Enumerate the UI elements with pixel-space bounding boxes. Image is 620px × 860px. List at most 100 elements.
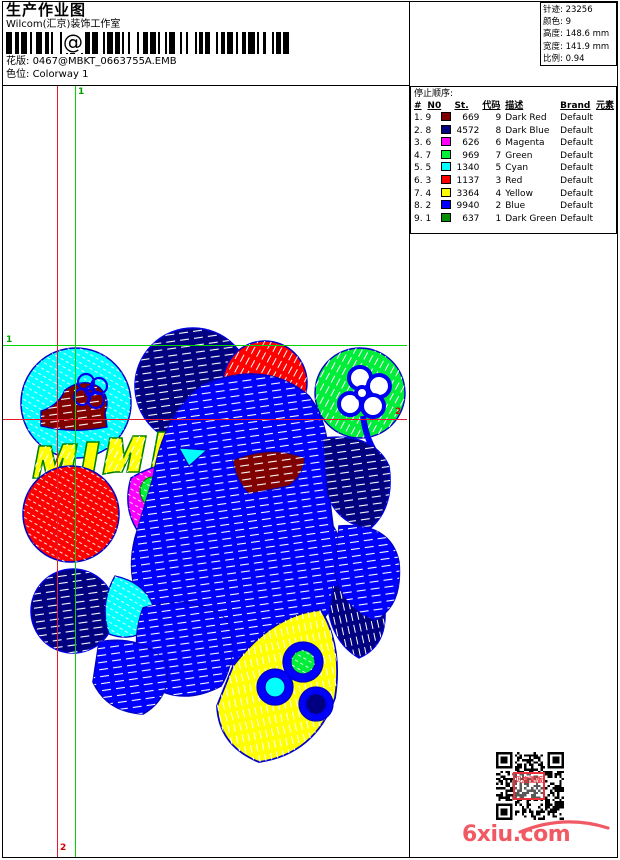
cell-stitches: 1137 xyxy=(456,175,480,186)
colorway-row: 色位: Colorway 1 xyxy=(3,68,407,81)
cell-index: 8. 2 xyxy=(414,201,432,212)
barcode-bar xyxy=(246,32,249,54)
barcode-bar xyxy=(14,32,19,54)
cell-code: 1 xyxy=(495,213,502,224)
col-needle: N0 xyxy=(427,101,442,111)
barcode-bar xyxy=(256,32,260,54)
qr-modules xyxy=(496,752,564,820)
col-stitches: St. xyxy=(454,101,469,111)
guide-horizontal-red xyxy=(3,419,407,420)
color-swatch xyxy=(441,112,452,121)
barcode-bar xyxy=(42,32,45,54)
info-label: 高度: xyxy=(543,29,566,40)
info-value: 9 xyxy=(565,17,571,28)
cell-brand: Default xyxy=(560,125,594,136)
watermark-site-label: 6xiu.com xyxy=(462,822,571,847)
colorway-value: Colorway 1 xyxy=(32,69,89,80)
barcode-bar xyxy=(241,32,247,54)
design-file-label: 花版: xyxy=(6,56,30,67)
info-value: 0.94 xyxy=(565,53,585,64)
barcode-bar xyxy=(128,32,131,54)
motif-small-flower-outline xyxy=(72,372,109,410)
table-row[interactable]: 2. 8 4572 8 Dark Blue Default xyxy=(414,124,614,138)
motif-navy-circle-lower-left xyxy=(30,568,116,654)
cell-code: 4 xyxy=(495,188,502,199)
table-row[interactable]: 6. 3 1137 3 Red Default xyxy=(414,174,614,188)
barcode-bar xyxy=(274,32,277,54)
barcode-bar xyxy=(233,32,236,54)
cell-code: 3 xyxy=(495,175,502,186)
cell-color-swatch xyxy=(441,162,454,175)
barcode-bar xyxy=(203,32,206,54)
table-row[interactable]: 8. 2 9940 2 Blue Default xyxy=(414,200,614,213)
table-row[interactable]: 9. 1 637 1 Dark Green Default xyxy=(414,212,614,226)
cell-description: Dark Green xyxy=(505,213,557,224)
frame-right xyxy=(617,1,618,858)
motif-dark-red-slash xyxy=(232,450,306,495)
cell-code: 2 xyxy=(495,201,502,212)
barcode-bar xyxy=(21,32,28,54)
barcode-bar xyxy=(196,32,200,54)
color-sequence-title: 停止顺序: xyxy=(414,89,454,99)
frame-divider-header xyxy=(2,85,410,86)
cell-extra xyxy=(596,200,614,213)
cell-extra xyxy=(596,213,614,226)
guide-vertical-green xyxy=(75,86,76,857)
barcode-bar xyxy=(119,32,122,54)
barcode-bar xyxy=(121,32,124,54)
table-row[interactable]: 7. 4 3364 4 Yellow Default xyxy=(414,187,614,201)
cell-brand: Default xyxy=(560,163,594,174)
col-extra: 元素 xyxy=(595,101,614,111)
cell-stitches: 1340 xyxy=(456,163,480,174)
barcode-bar xyxy=(218,32,221,54)
cell-description: Dark Blue xyxy=(505,125,550,136)
motif-green-circle-flower xyxy=(314,347,406,454)
table-row[interactable]: 3. 6 626 6 Magenta Default xyxy=(414,137,614,150)
cell-brand: Default xyxy=(560,213,594,224)
barcode-bar xyxy=(188,32,195,54)
design-info-panel: 针迹: 23256 颜色: 9 高度: 148.6 mm 宽度: 141.9 mm 比例… xyxy=(540,2,617,66)
cell-code: 6 xyxy=(495,138,502,149)
cell-color-swatch xyxy=(441,124,454,138)
barcode-bar xyxy=(282,32,290,54)
barcode-at-symbol: @ xyxy=(62,30,84,54)
info-row-3: 宽度: 141.9 mm xyxy=(543,41,614,53)
watermark-block: 贝度图版 6xiu.com xyxy=(458,752,610,852)
embroidery-design xyxy=(20,327,406,763)
guide-label-horizontal-red: 2 xyxy=(395,407,402,417)
barcode-bar xyxy=(59,32,62,54)
table-row[interactable]: 1. 9 669 9 Dark Red Default xyxy=(414,112,614,125)
qr-code-icon xyxy=(496,752,564,820)
info-value: 23256 xyxy=(565,5,593,15)
motif-blue-lower-lobes xyxy=(92,601,233,715)
barcode-bar xyxy=(169,32,176,54)
table-row[interactable]: 4. 7 969 7 Green Default xyxy=(414,149,614,163)
barcode-bar xyxy=(51,32,54,54)
barcode-bar xyxy=(138,32,144,54)
barcode-bar xyxy=(27,32,30,54)
barcode: @ xyxy=(6,30,294,54)
frame-left xyxy=(2,1,3,858)
cell-stitches: 626 xyxy=(462,138,480,149)
motif-ring-cyan xyxy=(256,668,294,706)
cell-index: 4. 7 xyxy=(414,150,432,161)
cell-index: 7. 4 xyxy=(414,188,432,199)
motif-ring-navy xyxy=(298,686,334,722)
barcode-bar xyxy=(53,32,60,54)
cell-color-swatch xyxy=(441,149,454,163)
info-value: 148.6 mm xyxy=(565,29,610,40)
cell-brand: Default xyxy=(560,138,594,149)
color-swatch xyxy=(441,149,452,159)
cell-color-swatch xyxy=(441,174,454,188)
cell-description: Blue xyxy=(505,201,526,212)
barcode-bar xyxy=(115,32,120,54)
cell-extra xyxy=(596,150,614,163)
table-row[interactable]: 5. 5 1340 5 Cyan Default xyxy=(414,162,614,175)
cell-index: 2. 8 xyxy=(414,125,432,136)
barcode-bar xyxy=(83,32,86,54)
barcode-bar xyxy=(216,32,219,54)
cell-color-swatch xyxy=(441,137,454,150)
cell-extra xyxy=(596,125,614,138)
swoosh-icon xyxy=(518,820,610,834)
